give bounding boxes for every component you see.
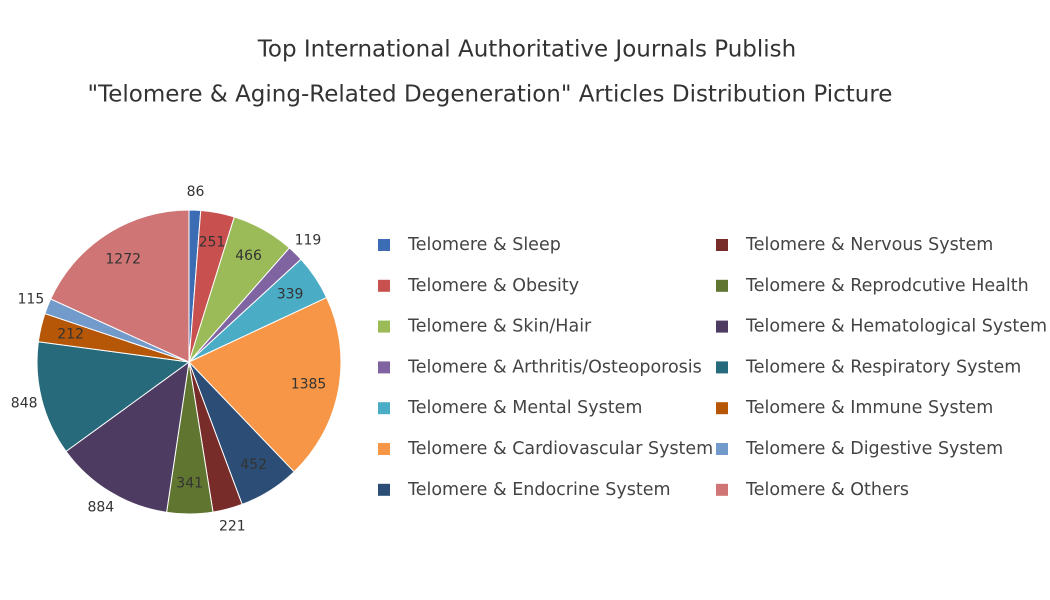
- legend-label: Telomere & Reprodcutive Health: [745, 276, 1029, 296]
- data-label: 1272: [105, 252, 141, 268]
- legend-swatch: [716, 361, 728, 374]
- legend-label: Telomere & Hematological System: [745, 317, 1047, 337]
- legend-label: Telomere & Others: [745, 480, 909, 500]
- legend-label: Telomere & Immune System: [745, 398, 993, 418]
- data-label: 119: [295, 233, 322, 249]
- legend-swatch: [716, 483, 728, 496]
- legend-swatch: [378, 239, 390, 251]
- data-label: 251: [199, 235, 226, 251]
- legend-swatch: [716, 239, 728, 251]
- legend-swatch: [378, 361, 390, 374]
- legend-label: Telomere & Respiratory System: [745, 357, 1021, 377]
- data-label: 86: [187, 184, 205, 200]
- legend-label: Telomere & Arthritis/Osteoporosis: [407, 357, 702, 377]
- pie-slice: [50, 209, 190, 363]
- legend-swatch: [378, 402, 390, 415]
- data-label: 115: [18, 292, 45, 308]
- data-label: 341: [176, 476, 203, 492]
- data-label: 466: [235, 248, 262, 264]
- legend-swatch: [378, 320, 390, 333]
- legend-swatch: [716, 402, 728, 415]
- legend-label: Telomere & Nervous System: [745, 235, 993, 255]
- legend-label: Telomere & Sleep: [407, 235, 561, 255]
- data-label: 884: [87, 499, 114, 515]
- pie-slice: [188, 296, 342, 473]
- chart-title: "Telomere & Aging-Related Degeneration" …: [88, 82, 893, 108]
- data-label: 848: [11, 396, 38, 412]
- legend-swatch: [378, 443, 390, 455]
- legend-swatch: [716, 279, 728, 292]
- data-label: 339: [277, 286, 304, 302]
- pie-slice: [36, 341, 191, 453]
- chart-title: Top International Authoritative Journals…: [257, 37, 796, 63]
- legend-label: Telomere & Digestive System: [745, 439, 1003, 459]
- data-label: 1385: [291, 376, 327, 392]
- legend-label: Telomere & Skin/Hair: [407, 317, 592, 337]
- legend-label: Telomere & Obesity: [407, 276, 579, 296]
- legend-label: Telomere & Mental System: [407, 398, 642, 418]
- pie-slice: [65, 360, 190, 513]
- data-label: 221: [219, 518, 246, 534]
- legend-label: Telomere & Cardiovascular System: [407, 439, 713, 459]
- legend-swatch: [378, 483, 390, 496]
- legend-swatch: [378, 279, 390, 292]
- legend-label: Telomere & Endocrine System: [407, 480, 671, 500]
- data-label: 452: [240, 457, 267, 473]
- data-label: 212: [57, 326, 84, 342]
- legend-swatch: [716, 443, 728, 455]
- legend-swatch: [716, 320, 728, 333]
